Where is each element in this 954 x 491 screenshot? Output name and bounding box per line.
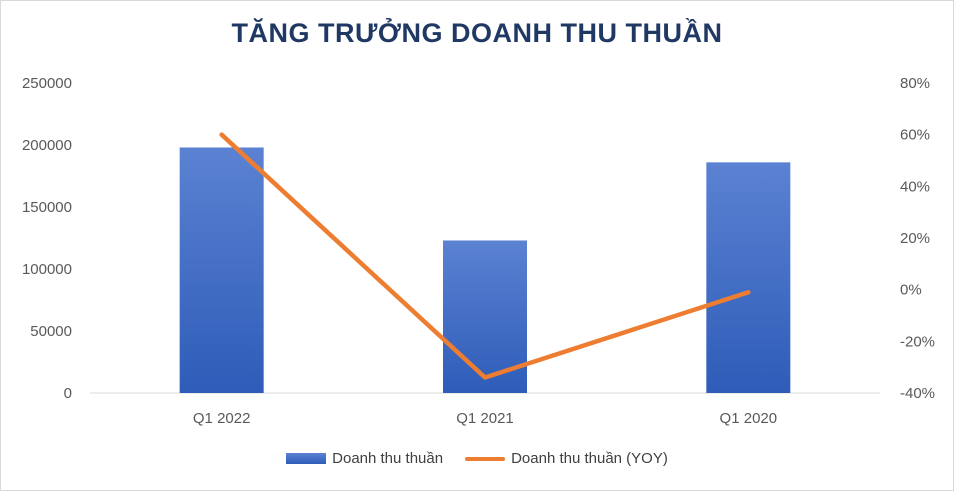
x-tick-label: Q1 2020 <box>720 410 778 427</box>
y-left-tick-label: 0 <box>64 385 72 402</box>
legend-item-yoy: Doanh thu thuần (YOY) <box>465 450 668 467</box>
bar-revenue <box>179 147 264 393</box>
y-right-tick-label: -20% <box>900 333 935 350</box>
chart-title: TĂNG TRƯỞNG DOANH THU THUẦN <box>231 18 723 48</box>
legend-swatch-bar <box>286 453 327 464</box>
y-left-tick-label: 50000 <box>30 323 72 340</box>
chart-legend: Doanh thu thuần Doanh thu thuần (YOY) <box>0 450 954 467</box>
line-yoy-point <box>483 375 487 380</box>
legend-swatch-line <box>465 456 506 461</box>
bar-revenue <box>706 162 791 393</box>
y-right-tick-label: -40% <box>900 385 935 402</box>
y-left-tick-label: 250000 <box>22 75 72 92</box>
line-yoy-point <box>219 132 224 137</box>
legend-label-revenue: Doanh thu thuần <box>332 450 444 467</box>
y-left-tick-label: 100000 <box>22 261 72 278</box>
y-right-tick-label: 20% <box>900 230 930 247</box>
y-right-tick-label: 60% <box>900 127 930 144</box>
y-right-tick-label: 40% <box>900 178 930 195</box>
x-tick-label: Q1 2022 <box>193 410 251 427</box>
x-tick-label: Q1 2021 <box>456 410 514 427</box>
legend-label-yoy: Doanh thu thuần (YOY) <box>511 450 668 467</box>
y-right-tick-label: 0% <box>900 282 922 299</box>
y-right-tick-label: 80% <box>900 75 930 92</box>
y-left-tick-label: 150000 <box>22 199 72 216</box>
legend-item-revenue: Doanh thu thuần <box>286 450 443 467</box>
line-yoy-point <box>746 290 751 295</box>
y-left-tick-label: 200000 <box>22 137 72 154</box>
